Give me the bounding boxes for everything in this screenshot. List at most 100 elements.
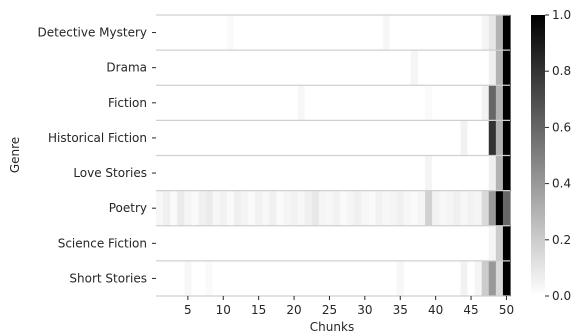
heatmap-cell <box>255 260 263 297</box>
heatmap-cell <box>325 225 334 262</box>
heatmap-cell <box>481 190 490 227</box>
x-tick-label: 25 <box>322 303 337 317</box>
heatmap-cell <box>474 50 483 86</box>
heatmap-cell <box>453 190 462 227</box>
heatmap-cell <box>333 50 341 86</box>
heatmap-cell <box>240 85 249 121</box>
heatmap-cell <box>361 15 369 51</box>
heatmap-cell <box>403 120 412 156</box>
heatmap-cell <box>248 190 256 227</box>
y-axis-label: Genre <box>8 137 22 173</box>
heatmap-cell <box>417 15 426 51</box>
heatmap-cell <box>446 85 454 121</box>
heatmap-cell <box>311 50 320 86</box>
heatmap-cell <box>382 50 391 86</box>
heatmap-cell <box>396 225 405 262</box>
heatmap-cell <box>205 15 214 51</box>
x-tick-label: 20 <box>286 303 301 317</box>
heatmap-cell <box>403 190 412 227</box>
heatmap-cell <box>382 225 391 262</box>
heatmap-cell <box>340 15 348 51</box>
heatmap-cell <box>495 120 504 156</box>
heatmap-cell <box>467 260 476 297</box>
heatmap-cell <box>184 85 192 121</box>
heatmap-cell <box>375 85 384 121</box>
colorbar: 0.0 0.2 0.4 0.6 0.8 1.0 <box>531 8 571 303</box>
heatmap-cell <box>248 85 256 121</box>
heatmap-cell <box>226 190 235 227</box>
heatmap-cell <box>354 260 362 297</box>
heatmap-cell <box>198 50 207 86</box>
heatmap-cell <box>389 120 398 156</box>
heatmap-cell <box>212 190 221 227</box>
heatmap-cell <box>325 260 334 297</box>
heatmap-cell <box>255 85 263 121</box>
heatmap-cell <box>417 225 426 262</box>
heatmap-cell <box>347 260 355 297</box>
heatmap-cell <box>368 225 377 262</box>
heatmap-cell <box>375 50 384 86</box>
heatmap-cell <box>269 190 277 227</box>
heatmap-cell <box>325 15 334 51</box>
heatmap-cell <box>347 225 355 262</box>
heatmap-cell <box>375 190 384 227</box>
heatmap-cell <box>403 50 412 86</box>
x-tick-label: 35 <box>393 303 408 317</box>
heatmap-cell <box>233 190 242 227</box>
heatmap-row <box>156 120 511 156</box>
heatmap-cell <box>410 85 419 121</box>
heatmap-cell <box>163 15 171 51</box>
heatmap-cell <box>389 225 398 262</box>
heatmap-cell <box>198 260 207 297</box>
heatmap-cell <box>502 85 511 121</box>
heatmap-cell <box>439 260 447 297</box>
heatmap-cell <box>502 260 511 297</box>
heatmap-cell <box>184 120 192 156</box>
heatmap-cell <box>425 15 433 51</box>
x-tick-label: 10 <box>216 303 231 317</box>
heatmap-cell <box>368 120 377 156</box>
heatmap-cell <box>453 225 462 262</box>
heatmap-cell <box>226 225 235 262</box>
heatmap-cell <box>488 50 497 86</box>
x-tick-label: 30 <box>357 303 372 317</box>
heatmap-cell <box>219 15 228 51</box>
heatmap-cell <box>184 260 192 297</box>
heatmap-cell <box>290 225 299 262</box>
heatmap-cell <box>290 155 299 191</box>
heatmap-cell <box>460 225 469 262</box>
heatmap-cell <box>340 190 348 227</box>
heatmap-cell <box>403 15 412 51</box>
heatmap-cell <box>446 260 454 297</box>
colorbar-tick-label: 0.6 <box>552 120 571 134</box>
heatmap-cell <box>311 85 320 121</box>
heatmap-cell <box>460 85 469 121</box>
heatmap-cell <box>432 120 440 156</box>
heatmap-cell <box>205 85 214 121</box>
heatmap-cell <box>276 120 285 156</box>
heatmap-cell <box>191 225 200 262</box>
heatmap-row <box>156 50 511 86</box>
heatmap-cell <box>403 155 412 191</box>
heatmap-cell <box>269 155 277 191</box>
heatmap-cell <box>177 15 185 51</box>
heatmap-cell <box>460 260 469 297</box>
heatmap-cell <box>191 85 200 121</box>
heatmap-cell <box>318 15 327 51</box>
heatmap-cell <box>156 190 164 227</box>
heatmap-cell <box>233 155 242 191</box>
heatmap-cell <box>318 260 327 297</box>
heatmap-cell <box>283 260 292 297</box>
heatmap-cell <box>248 260 256 297</box>
heatmap-cell <box>262 85 270 121</box>
heatmap-cell <box>502 120 511 156</box>
heatmap-cell <box>474 120 483 156</box>
heatmap-cell <box>311 155 320 191</box>
heatmap-cell <box>184 15 192 51</box>
heatmap-cell <box>396 120 405 156</box>
heatmap-cell <box>177 155 185 191</box>
heatmap-cell <box>361 190 369 227</box>
heatmap-cell <box>163 85 171 121</box>
heatmap-cell <box>311 190 320 227</box>
